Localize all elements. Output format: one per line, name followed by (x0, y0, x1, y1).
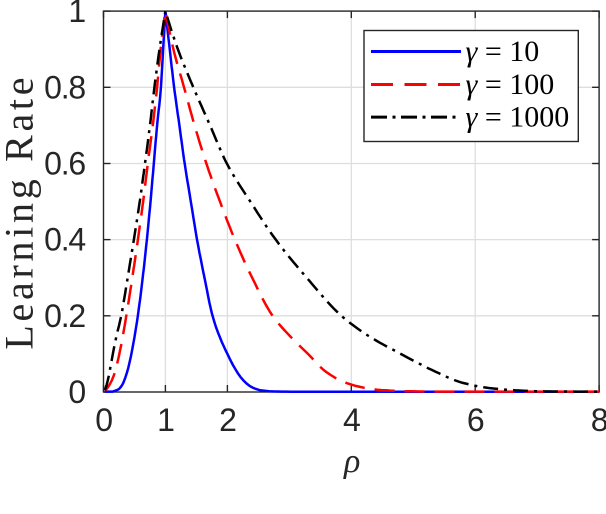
svg-text:0: 0 (68, 374, 85, 410)
svg-text:γ = 100: γ = 100 (466, 68, 555, 101)
svg-text:0.8: 0.8 (44, 69, 85, 105)
svg-text:1: 1 (157, 402, 174, 438)
svg-text:0.4: 0.4 (44, 222, 85, 258)
svg-text:6: 6 (467, 402, 484, 438)
svg-text:0.6: 0.6 (44, 146, 85, 182)
svg-text:0.2: 0.2 (44, 298, 85, 334)
svg-text:γ = 10: γ = 10 (466, 35, 540, 68)
svg-text:1: 1 (68, 0, 85, 29)
svg-text:γ = 1000: γ = 1000 (466, 101, 570, 134)
svg-text:Learning Rate: Learning Rate (0, 74, 41, 350)
svg-text:2: 2 (219, 402, 236, 438)
svg-text:0: 0 (95, 402, 112, 438)
svg-text:4: 4 (343, 402, 360, 438)
svg-text:ρ: ρ (343, 443, 360, 480)
svg-text:8: 8 (591, 402, 606, 438)
